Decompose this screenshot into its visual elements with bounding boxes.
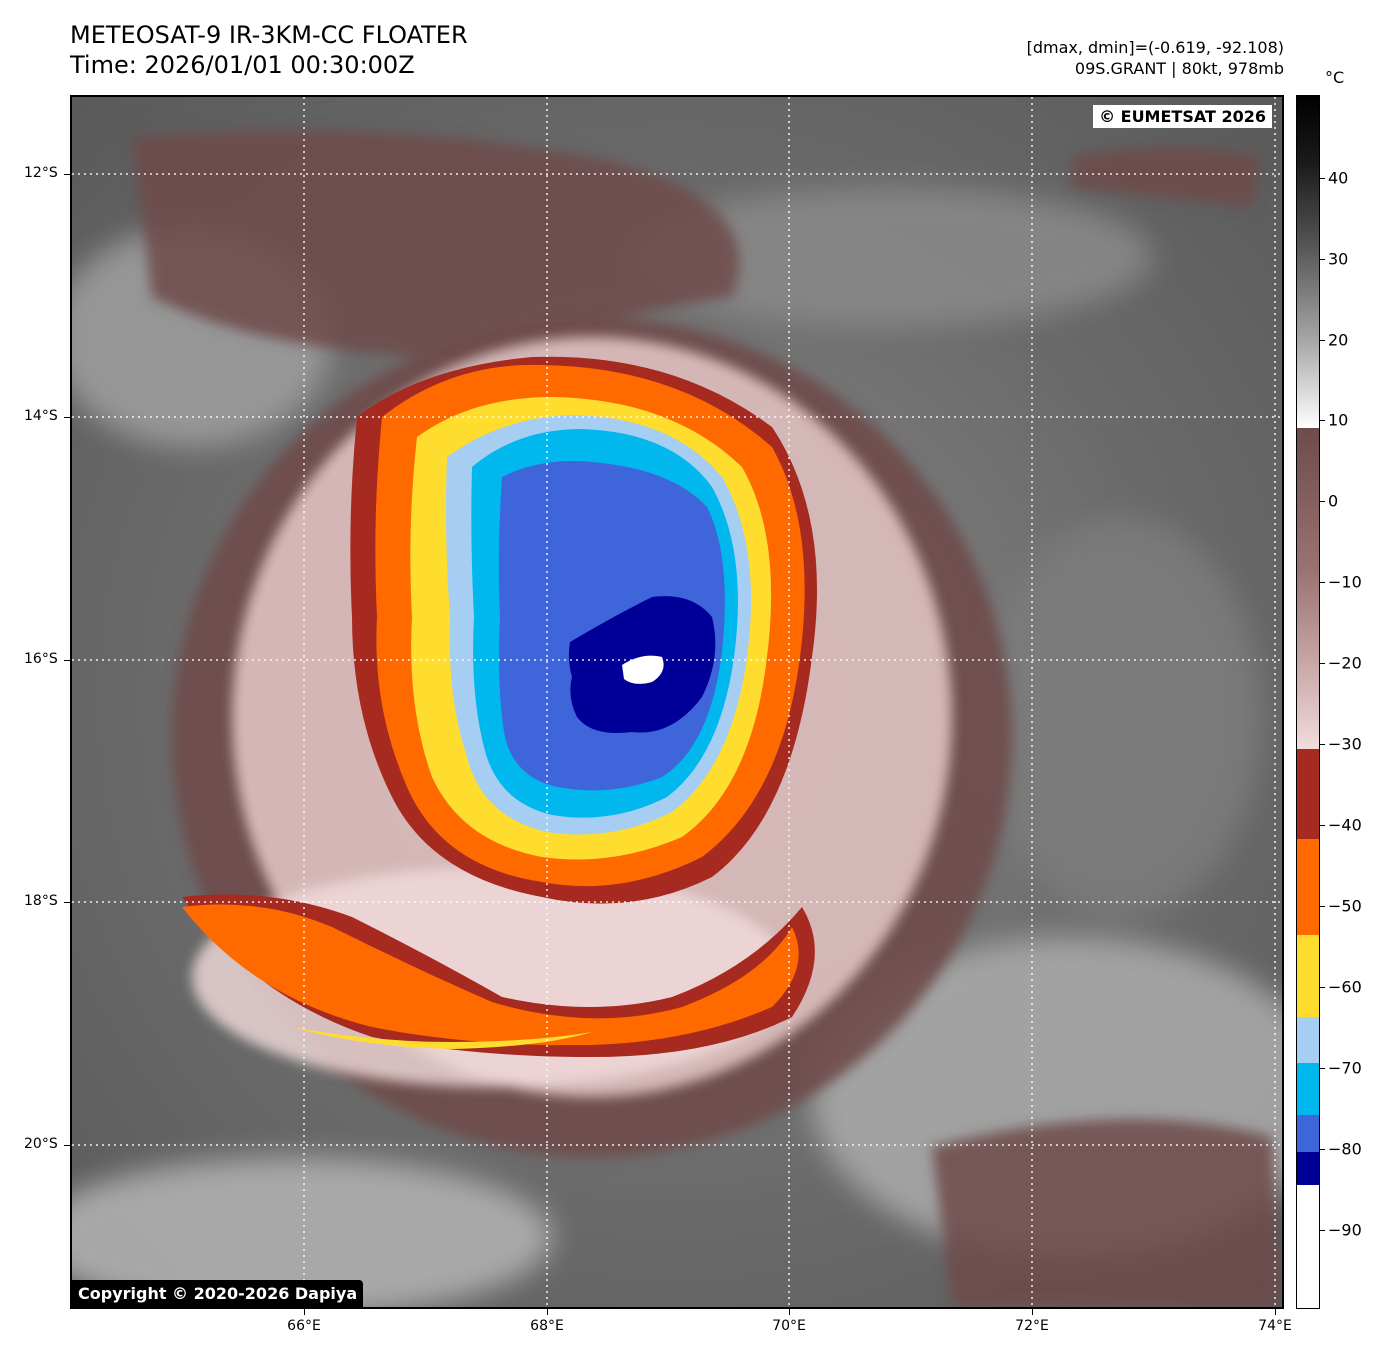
lat-label-20s: 20°S xyxy=(24,1136,58,1152)
colorbar-tick: 10 xyxy=(1328,410,1349,430)
colorbar-tick: −10 xyxy=(1328,572,1362,592)
colorbar-segment-light-blue xyxy=(1297,1017,1319,1063)
temperature-colorbar xyxy=(1296,95,1320,1309)
colorbar-tick-mark xyxy=(1320,906,1325,907)
chart-title: METEOSAT-9 IR-3KM-CC FLOATER Time: 2026/… xyxy=(70,20,468,80)
lon-tick xyxy=(304,1309,305,1315)
lat-tick xyxy=(64,417,70,418)
colorbar-tick: −60 xyxy=(1328,977,1362,997)
lon-tick xyxy=(789,1309,790,1315)
colorbar-tick: 40 xyxy=(1328,168,1349,188)
colorbar-tick-mark xyxy=(1320,259,1325,260)
colorbar-segment-royal-blue xyxy=(1297,1115,1319,1152)
colorbar-tick-mark xyxy=(1320,340,1325,341)
colorbar-tick: −50 xyxy=(1328,896,1362,916)
colorbar-tick: −80 xyxy=(1328,1139,1362,1159)
storm-info: [dmax, dmin]=(-0.619, -92.108) 09S.GRANT… xyxy=(1027,37,1284,79)
lon-label-70e: 70°E xyxy=(772,1318,806,1334)
colorbar-tick: 0 xyxy=(1328,491,1339,511)
lat-tick xyxy=(64,1145,70,1146)
lat-tick xyxy=(64,174,70,175)
colorbar-tick: 20 xyxy=(1328,330,1349,350)
title-line-1: METEOSAT-9 IR-3KM-CC FLOATER xyxy=(70,21,468,49)
lon-tick xyxy=(547,1309,548,1315)
colorbar-tick-mark xyxy=(1320,663,1325,664)
lon-label-72e: 72°E xyxy=(1015,1318,1049,1334)
colorbar-tick-mark xyxy=(1320,501,1325,502)
colorbar-segment-yellow xyxy=(1297,935,1319,1017)
colorbar-segment-sky-blue xyxy=(1297,1063,1319,1115)
lon-tick xyxy=(1032,1309,1033,1315)
lon-label-66e: 66°E xyxy=(287,1318,321,1334)
colorbar-segment-warm xyxy=(1297,96,1319,428)
lon-label-74e: 74°E xyxy=(1258,1318,1292,1334)
colorbar-tick-mark xyxy=(1320,744,1325,745)
lat-label-16s: 16°S xyxy=(24,651,58,667)
colorbar-segment-orange xyxy=(1297,839,1319,935)
colorbar-segment-brown xyxy=(1297,428,1319,749)
colorbar-tick: −40 xyxy=(1328,815,1362,835)
colorbar-tick-mark xyxy=(1320,1230,1325,1231)
eumetsat-copyright: © EUMETSAT 2026 xyxy=(1093,105,1272,128)
lat-tick xyxy=(64,660,70,661)
colorbar-segment-navy xyxy=(1297,1152,1319,1185)
colorbar-tick-mark xyxy=(1320,178,1325,179)
satellite-map: © EUMETSAT 2026 Copyright © 2020-2026 Da… xyxy=(70,95,1284,1309)
colorbar-segment-coldest xyxy=(1297,1185,1319,1308)
colorbar-tick-mark xyxy=(1320,1068,1325,1069)
storm-name-label: 09S.GRANT | 80kt, 978mb xyxy=(1074,59,1284,78)
lat-label-14s: 14°S xyxy=(24,408,58,424)
colorbar-unit: °C xyxy=(1325,68,1345,87)
lon-label-68e: 68°E xyxy=(530,1318,564,1334)
colorbar-tick: −20 xyxy=(1328,653,1362,673)
colorbar-tick: 30 xyxy=(1328,249,1349,269)
colorbar-tick: −30 xyxy=(1328,734,1362,754)
colorbar-tick: −70 xyxy=(1328,1058,1362,1078)
lat-tick xyxy=(64,902,70,903)
lat-label-12s: 12°S xyxy=(24,165,58,181)
colorbar-tick-mark xyxy=(1320,825,1325,826)
colorbar-tick-mark xyxy=(1320,582,1325,583)
dmax-dmin-label: [dmax, dmin]=(-0.619, -92.108) xyxy=(1026,38,1284,57)
colorbar-segment-dark-red xyxy=(1297,749,1319,839)
colorbar-tick: −90 xyxy=(1328,1220,1362,1240)
colorbar-tick-mark xyxy=(1320,420,1325,421)
lon-tick xyxy=(1275,1309,1276,1315)
colorbar-tick-mark xyxy=(1320,987,1325,988)
lat-label-18s: 18°S xyxy=(24,893,58,909)
satellite-imagery xyxy=(72,97,1282,1307)
dapiya-copyright: Copyright © 2020-2026 Dapiya xyxy=(72,1280,364,1307)
title-line-2: Time: 2026/01/01 00:30:00Z xyxy=(70,51,415,79)
colorbar-tick-mark xyxy=(1320,1149,1325,1150)
